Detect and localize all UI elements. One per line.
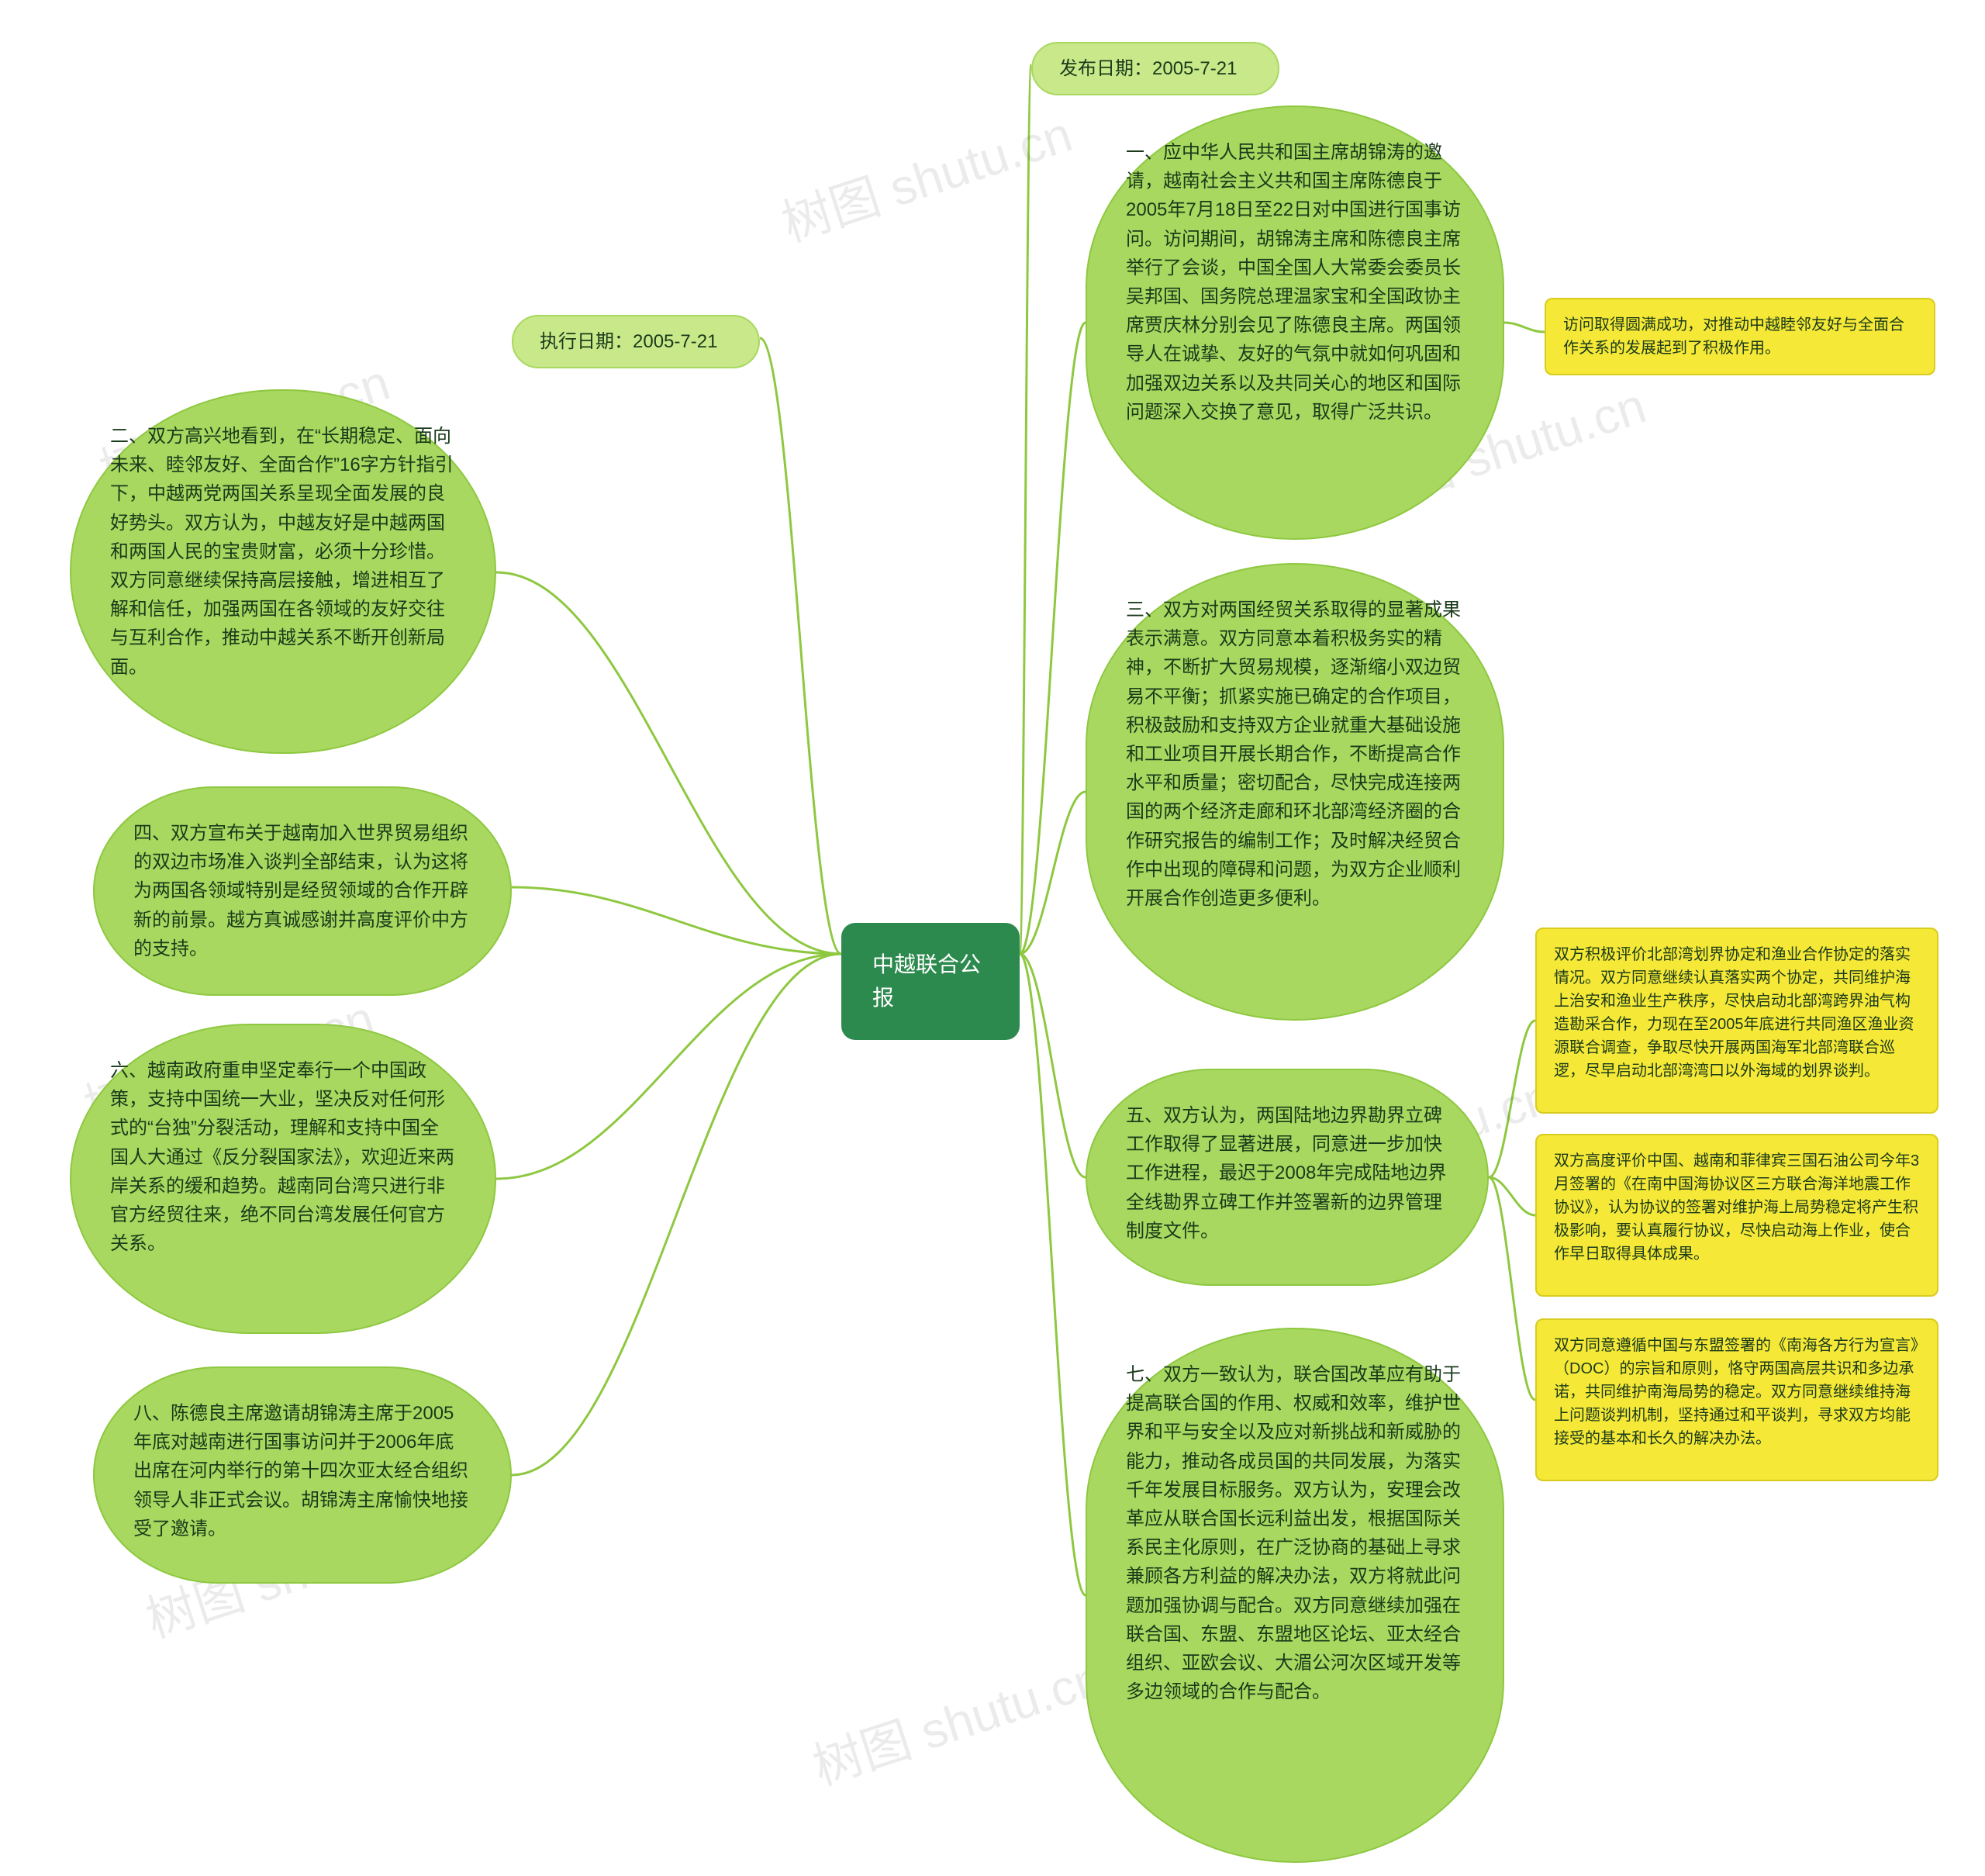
sec4[interactable]: 四、双方宣布关于越南加入世界贸易组织的双边市场准入谈判全部结束，认为这将为两国各… [93,786,512,996]
edge-root-sec3 [1020,792,1086,954]
edge-root-sec2 [496,572,841,954]
edge-sec5-sec5-n1 [1489,1021,1535,1177]
sec3[interactable]: 三、双方对两国经贸关系取得的显著成果表示满意。双方同意本着积极务实的精神，不断扩… [1086,563,1504,1021]
sec5-n1: 双方积极评价北部湾划界协定和渔业合作协定的落实情况。双方同意继续认真落实两个协定… [1535,928,1938,1114]
sec2[interactable]: 二、双方高兴地看到，在“长期稳定、面向未来、睦邻友好、全面合作”16字方针指引下… [70,389,496,754]
watermark: 树图 shutu.cn [803,1638,1110,1798]
edge-root-sec8 [512,954,841,1475]
watermark: 树图 shutu.cn [772,95,1079,255]
edge-sec5-sec5-n2 [1489,1177,1535,1215]
sec5[interactable]: 五、双方认为，两国陆地边界勘界立碑工作取得了显著进展，同意进一步加快工作进程，最… [1086,1069,1489,1286]
sec7[interactable]: 七、双方一致认为，联合国改革应有助于提高联合国的作用、权威和效率，维护世界和平与… [1086,1328,1504,1863]
edge-root-sec1 [1020,323,1086,954]
edge-sec5-sec5-n3 [1489,1177,1535,1400]
edge-root-sec5 [1020,954,1086,1177]
edge-root-sec4 [512,887,841,954]
sec1-n1: 访问取得圆满成功，对推动中越睦邻友好与全面合作关系的发展起到了积极作用。 [1545,298,1935,375]
sec5-n2: 双方高度评价中国、越南和菲律宾三国石油公司今年3月签署的《在南中国海协议区三方联… [1535,1134,1938,1297]
sec8[interactable]: 八、陈德良主席邀请胡锦涛主席于2005年底对越南进行国事访问并于2006年底出席… [93,1366,512,1584]
edge-root-sec6 [496,954,841,1179]
mindmap-canvas: 树图 shutu.cn树图 shutu.cn树图 shutu.cn树图 shut… [0,0,1985,1876]
sec6[interactable]: 六、越南政府重申坚定奉行一个中国政策，支持中国统一大业，坚决反对任何形式的“台独… [70,1024,496,1334]
edge-root-sec7 [1020,954,1086,1595]
root-node[interactable]: 中越联合公报 [841,923,1020,1040]
edge-sec1-sec1-n1 [1504,323,1545,332]
sec1[interactable]: 一、应中华人民共和国主席胡锦涛的邀请，越南社会主义共和国主席陈德良于2005年7… [1086,105,1504,540]
edge-root-exec-date [760,338,841,954]
exec-date[interactable]: 执行日期：2005-7-21 [512,315,760,368]
sec5-n3: 双方同意遵循中国与东盟签署的《南海各方行为宣言》（DOC）的宗旨和原则，恪守两国… [1535,1318,1938,1481]
pub-date[interactable]: 发布日期：2005-7-21 [1031,42,1279,95]
edge-root-pub-date [1020,65,1031,954]
